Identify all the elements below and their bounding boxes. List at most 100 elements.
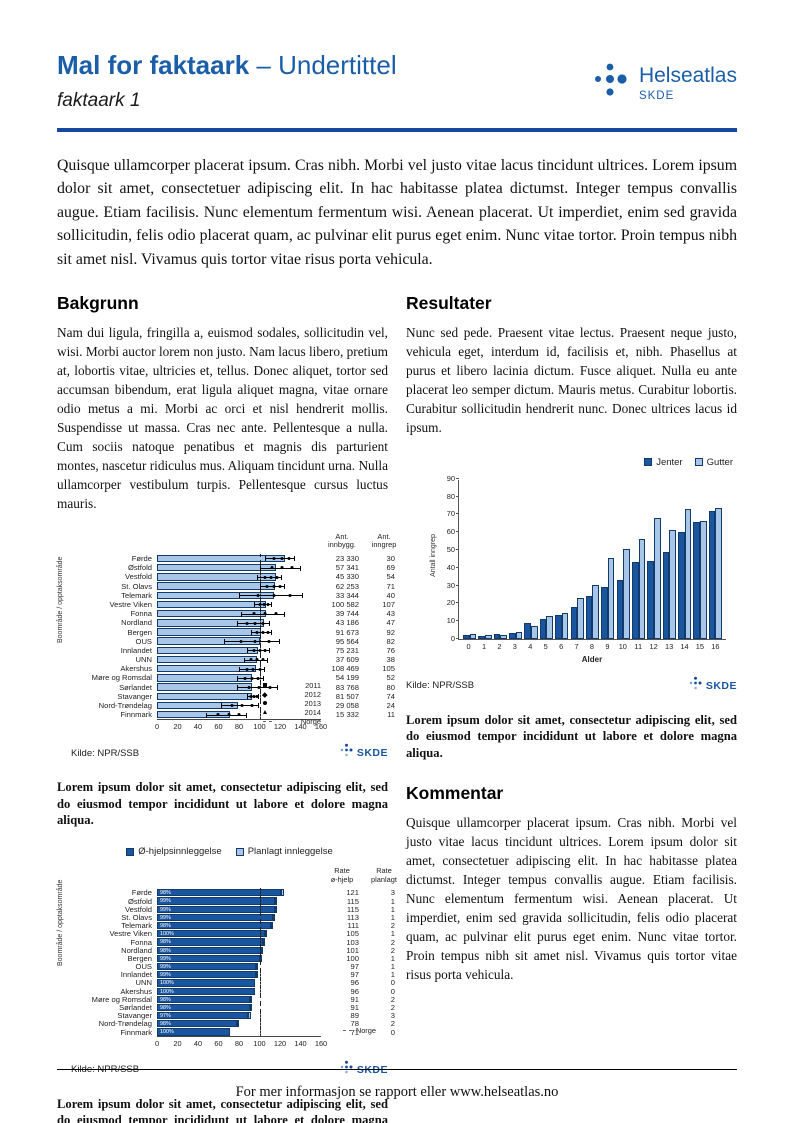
chart2-rate-ohjelp-value: 111 xyxy=(347,921,359,931)
chart1-column-headers: Ant. innbygg. Ant. inngrep xyxy=(71,531,396,550)
chart2-rate-ohjelp-value: 105 xyxy=(346,929,359,939)
chart1-innbygg-value: 54 199 xyxy=(335,673,359,683)
chart1-row: Førde 23 330 30 xyxy=(71,553,395,564)
year-marker-icon xyxy=(252,649,256,653)
chart1-inngrep-value: 30 xyxy=(386,554,395,563)
chart2-x-tick-label: 80 xyxy=(234,1038,244,1048)
chart1-row: OUS 95 564 82 xyxy=(71,636,395,647)
chart2-x-tick-label: 0 xyxy=(154,1038,160,1048)
norge-reference-line xyxy=(259,1010,261,1021)
logo-org: SKDE xyxy=(638,89,675,102)
year-marker-icon xyxy=(278,584,282,588)
chart1-innbygg-value: 100 582 xyxy=(331,599,359,609)
norge-reference-line xyxy=(259,896,261,906)
error-bar xyxy=(244,657,268,663)
error-bar-cap xyxy=(259,584,261,590)
norge-reference-line xyxy=(259,978,261,988)
chart2-legend-item: Ø-hjelpsinnleggelse xyxy=(126,846,222,857)
chart1-row: St. Olavs 62 253 71 xyxy=(71,581,395,591)
chart1-row-plot xyxy=(157,608,321,619)
legend-swatch-icon xyxy=(694,458,703,467)
year-marker-icon xyxy=(258,603,262,607)
chart1-inngrep-value: 24 xyxy=(386,701,395,710)
error-bar-cap xyxy=(268,620,270,626)
year-marker-icon xyxy=(263,575,267,579)
chart2-x-tick-label: 40 xyxy=(193,1038,203,1048)
chart2-rate-planlagt-value: 1 xyxy=(390,953,395,963)
error-bar-cap xyxy=(251,629,253,635)
chart2-row-label: Innlandet xyxy=(120,970,152,980)
chart2-rate-ohjelp-value: 121 xyxy=(346,888,359,898)
chart2-rate-planlagt-value: 2 xyxy=(390,921,395,931)
chart1-row-label: Nord-Trøndelag xyxy=(98,701,152,710)
chart3-gutter-bar xyxy=(561,613,569,639)
chart2-row-plot: 98% xyxy=(157,888,321,898)
chart3-legend-item: Gutter xyxy=(694,457,733,468)
chart1-x-tick-label: 80 xyxy=(234,722,244,732)
chart2-planlagt-segment xyxy=(260,946,263,954)
chart1-inngrep-header: Ant. inngrep xyxy=(371,531,397,550)
year-marker-icon xyxy=(261,630,265,634)
error-bar xyxy=(247,694,260,700)
error-bar-cap xyxy=(268,648,270,654)
error-bar-cap xyxy=(301,593,303,599)
chart2-ohjelp-bar: 98% xyxy=(157,938,263,946)
chart2-rate-planlagt-value: 0 xyxy=(390,1027,395,1037)
chart1-row-label: Førde xyxy=(131,554,152,563)
chart1-row-plot xyxy=(157,571,321,582)
y-tick-mark xyxy=(456,637,459,639)
chart1-row-label: Nordland xyxy=(121,618,152,628)
norge-reference-line xyxy=(259,691,261,702)
resultater-heading: Resultater xyxy=(406,292,492,313)
chart2-bar-percent-label: 100% xyxy=(160,980,174,987)
chart1-innbygg-header: Ant. innbygg. xyxy=(328,531,356,550)
year-marker-icon xyxy=(290,566,294,570)
chart2-bar-percent-label: 98% xyxy=(160,923,171,930)
page-footer: For mer informasjon se rapport eller www… xyxy=(57,1069,737,1101)
chart2-planlagt-segment xyxy=(248,1012,252,1020)
year-marker-icon xyxy=(288,594,292,598)
chart1-row-label: UNN xyxy=(135,655,152,665)
chart3-y-tick-label: 20 xyxy=(446,598,455,608)
y-tick-mark xyxy=(456,549,459,550)
chart1-inngrep-value: 43 xyxy=(386,609,395,619)
chart2-rate-planlagt-value: 1 xyxy=(390,896,395,906)
chart2-ohjelp-bar: 100% xyxy=(157,930,265,938)
circle-marker-icon xyxy=(263,701,267,706)
chart2-row: Akershus 100% 96 0 xyxy=(71,986,395,996)
chart3-jenter-bar xyxy=(555,614,562,639)
chart2-bar-percent-label: 99% xyxy=(160,914,171,921)
kommentar-heading: Kommentar xyxy=(406,782,504,803)
y-tick-mark xyxy=(456,620,459,622)
chart1-innbygg-value: 83 768 xyxy=(335,682,359,692)
chart2-row-plot: 99% xyxy=(157,912,321,923)
chart3-gutter-bar xyxy=(515,631,523,639)
year-marker-icon xyxy=(263,649,267,653)
chart3-gutter-bar xyxy=(546,615,553,639)
chart2-row-label: Førde xyxy=(131,888,152,898)
chart2-ohjelp-bar: 99% xyxy=(157,971,257,979)
chart3-x-tick-label: 13 xyxy=(664,641,674,651)
error-bar xyxy=(206,712,248,718)
chart1-innbygg-value: 75 231 xyxy=(335,645,359,655)
chart2-planlagt-segment xyxy=(256,971,259,979)
chart2-rate-ohjelp-value: 115 xyxy=(346,896,359,906)
chart2-rate-planlagt-value: 2 xyxy=(390,1019,395,1029)
chart1-row-plot xyxy=(157,709,321,720)
chart2-row-label: Vestre Viken xyxy=(109,929,153,939)
chart1-bar xyxy=(157,646,259,655)
chart2-row-plot: 99% xyxy=(157,969,321,980)
chart1-inngrep-value: 76 xyxy=(386,645,395,655)
chart3-x-tick-label: 8 xyxy=(589,641,595,651)
chart3-gutter-bar xyxy=(592,584,600,639)
chart2-ohjelp-bar: 99% xyxy=(157,954,260,962)
chart2-row-label: Bergen xyxy=(127,953,153,963)
chart2-x-tick-label: 60 xyxy=(214,1038,223,1048)
chart2-row-plot: 100% xyxy=(157,978,321,988)
square-marker-icon xyxy=(263,683,267,688)
chart2-legend: Ø-hjelpsinnleggelse Planlagt innleggelse xyxy=(71,846,388,857)
chart1-row-label: Innlandet xyxy=(120,645,152,655)
chart2-rate-ohjelp-value: 96 xyxy=(350,986,359,996)
skde-mark-label: SKDE xyxy=(356,747,388,760)
